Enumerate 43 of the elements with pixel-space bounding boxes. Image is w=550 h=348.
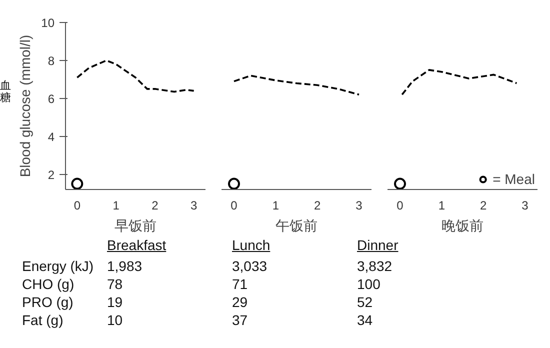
y-axis-title: Blood glucose (mmol/l) bbox=[17, 34, 34, 178]
text: 37 bbox=[232, 312, 248, 328]
text: 1,983 bbox=[107, 258, 142, 274]
y-tick-label: 10 bbox=[41, 16, 55, 30]
x-tick-label: 2 bbox=[152, 198, 159, 212]
text: 71 bbox=[232, 276, 248, 292]
x-tick-label: 1 bbox=[112, 198, 120, 212]
y-tick-label: 6 bbox=[48, 92, 55, 106]
x-tick-label: 0 bbox=[396, 198, 404, 212]
x-tick-label: 3 bbox=[356, 198, 363, 212]
legend-label: = Meal bbox=[492, 171, 535, 187]
category-label: CHO (g) bbox=[22, 276, 74, 292]
y-tick-label: 2 bbox=[48, 168, 55, 182]
category-label: Energy (kJ) bbox=[22, 258, 94, 274]
category-label: PRO (g) bbox=[22, 294, 74, 310]
category-label: Fat (g) bbox=[22, 312, 64, 328]
x-axis-title: 早饭前 bbox=[114, 218, 156, 234]
x-tick-label: 1 bbox=[272, 198, 280, 212]
text: 100 bbox=[357, 276, 380, 292]
x-tick-label: 1 bbox=[438, 198, 446, 212]
text: 10 bbox=[107, 312, 123, 328]
x-tick-label: 2 bbox=[314, 198, 321, 212]
x-axis-title: 午饭前 bbox=[276, 218, 318, 234]
text: 34 bbox=[357, 312, 373, 328]
x-axis-title: 晚饭前 bbox=[442, 218, 484, 234]
text: 3,832 bbox=[357, 258, 392, 274]
category-label: Dinner bbox=[357, 236, 400, 255]
text: 3,033 bbox=[232, 258, 268, 274]
text: 52 bbox=[357, 294, 373, 310]
y-tick-label: 4 bbox=[48, 130, 55, 144]
x-tick-label: 3 bbox=[522, 198, 529, 212]
line-series bbox=[76, 60, 195, 93]
text: 血糖 bbox=[0, 80, 12, 104]
x-tick-label: 0 bbox=[74, 198, 81, 212]
text: 29 bbox=[232, 294, 248, 310]
y-tick-label: 8 bbox=[48, 54, 55, 68]
x-tick-label: 0 bbox=[230, 198, 238, 212]
x-tick-label: 3 bbox=[190, 198, 198, 212]
category-label: Breakfast bbox=[107, 236, 168, 255]
text: 78 bbox=[107, 276, 123, 292]
text: 19 bbox=[107, 294, 123, 310]
category-label: Lunch bbox=[232, 236, 272, 255]
x-tick-label: 2 bbox=[480, 198, 487, 212]
